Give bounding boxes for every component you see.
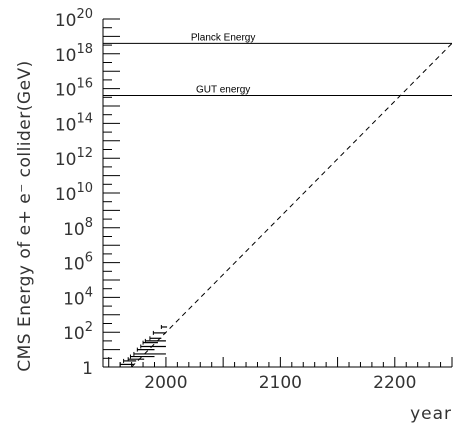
y-tick-label: 1018	[55, 42, 93, 66]
y-tick-base: 10	[55, 11, 77, 31]
y-tick-base: 10	[63, 255, 85, 275]
y-tick-base: 10	[63, 289, 85, 309]
x-tick-labels: 2000 2100 2200	[144, 373, 416, 393]
y-tick-base: 1	[82, 359, 93, 379]
y-tick-base: 10	[55, 115, 77, 135]
reference-line-label: GUT energy	[196, 85, 250, 96]
reference-line-label: Planck Energy	[191, 32, 255, 43]
x-tick-label: 2200	[373, 373, 416, 393]
y-tick-label: 1010	[55, 181, 93, 205]
y-tick-base: 10	[63, 324, 85, 344]
trend-line	[131, 43, 453, 368]
y-tick-label: 106	[63, 251, 93, 275]
x-tick-label: 2000	[144, 373, 187, 393]
y-tick-base: 10	[55, 46, 77, 66]
y-tick-exponent: 4	[85, 285, 93, 300]
y-tick-exponent: 20	[76, 7, 93, 22]
y-tick-label: 1016	[55, 77, 93, 101]
y-tick-exponent: 10	[76, 181, 93, 196]
y-tick-exponent: 6	[85, 251, 93, 266]
y-tick-label: 102	[63, 320, 93, 344]
y-tick-exponent: 16	[76, 77, 93, 92]
y-tick-exponent: 18	[76, 42, 93, 57]
y-tick-base: 10	[63, 220, 85, 240]
x-axis-label: year	[410, 404, 452, 424]
y-tick-base: 10	[55, 185, 77, 205]
y-tick-label: 1	[82, 359, 93, 379]
y-tick-label: 108	[63, 216, 93, 240]
plot-area: Planck Energy GUT energy	[102, 18, 453, 368]
y-tick-exponent: 2	[85, 320, 93, 335]
y-tick-exponent: 8	[85, 216, 93, 231]
x-tick-label: 2100	[259, 373, 302, 393]
y-tick-label: 1012	[55, 146, 93, 170]
y-tick-label: 1014	[55, 111, 93, 135]
y-axis-label: CMS Energy of e+ e⁻ collider(GeV)	[15, 60, 35, 372]
y-tick-exponent: 12	[76, 146, 93, 161]
y-tick-base: 10	[55, 150, 77, 170]
y-tick-label: 1020	[55, 7, 93, 31]
y-tick-exponent: 14	[76, 111, 93, 126]
y-tick-base: 10	[55, 81, 77, 101]
y-tick-label: 104	[63, 285, 93, 309]
